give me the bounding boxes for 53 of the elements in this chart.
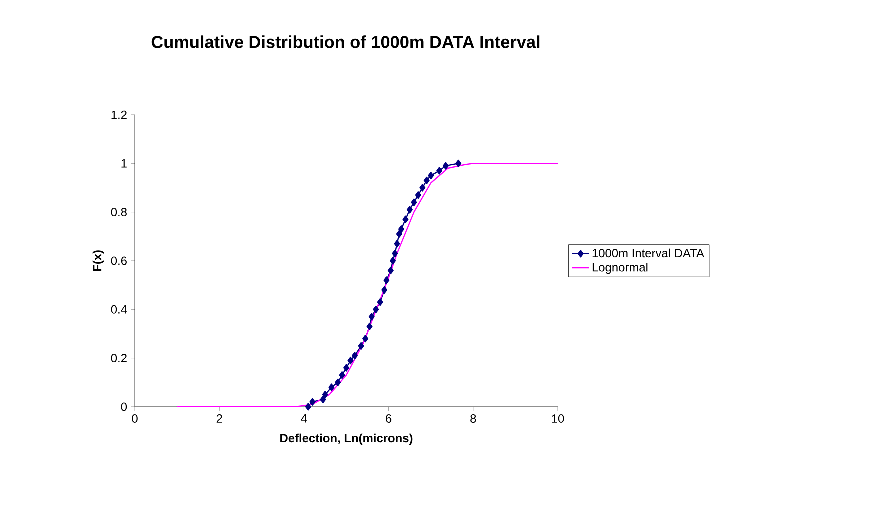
y-tick-label: 0.6: [111, 256, 127, 266]
point: [335, 378, 342, 386]
point: [424, 176, 430, 184]
point: [310, 398, 316, 406]
point: [368, 313, 375, 321]
point: [348, 356, 354, 365]
point: [362, 335, 369, 343]
x-tick-label: 10: [552, 414, 564, 423]
y-tick-label: 0: [121, 402, 128, 412]
point: [373, 306, 380, 314]
point: [358, 342, 364, 350]
y-tick-label: 1.2: [112, 110, 127, 120]
point: [442, 162, 449, 170]
line-series: [176, 163, 558, 407]
point: [384, 276, 390, 284]
point: [377, 298, 384, 306]
point: [392, 250, 398, 258]
y-tick-label: 0.8: [111, 208, 127, 217]
point: [456, 160, 462, 168]
point: [388, 266, 394, 275]
point: [411, 198, 418, 206]
y-tick-label: 0.4: [111, 305, 128, 314]
point: [402, 216, 409, 224]
point: [390, 257, 396, 265]
point: [344, 364, 350, 372]
point: [382, 286, 388, 294]
x-tick-label: 2: [216, 414, 222, 423]
y-tick-label: 1: [122, 160, 127, 168]
point: [428, 172, 434, 180]
point: [396, 230, 402, 238]
chart-title: Cumulative Distribution of 1000m DATA Interval: [152, 36, 540, 48]
point: [420, 184, 426, 192]
point: [415, 191, 422, 200]
point: [305, 403, 312, 411]
point: [394, 240, 400, 248]
point: [322, 391, 328, 399]
point: [328, 384, 335, 392]
point: [366, 322, 373, 330]
point: [352, 352, 358, 360]
point: [436, 167, 443, 175]
x-tick-label: 0: [132, 414, 138, 423]
point: [398, 226, 404, 234]
point: [406, 206, 413, 214]
y-axis-title: F(x): [92, 250, 104, 272]
legend-label: Lognormal: [592, 262, 648, 274]
y-tick-label: 0.2: [111, 354, 127, 363]
x-tick-label: 4: [301, 414, 308, 423]
x-axis-title: Deflection, Ln(microns): [280, 434, 413, 445]
point: [339, 372, 346, 380]
x-tick-label: 8: [470, 414, 476, 423]
legend-label: 1000m Interval DATA: [592, 248, 704, 258]
point: [320, 396, 326, 404]
x-tick-label: 6: [386, 414, 392, 423]
